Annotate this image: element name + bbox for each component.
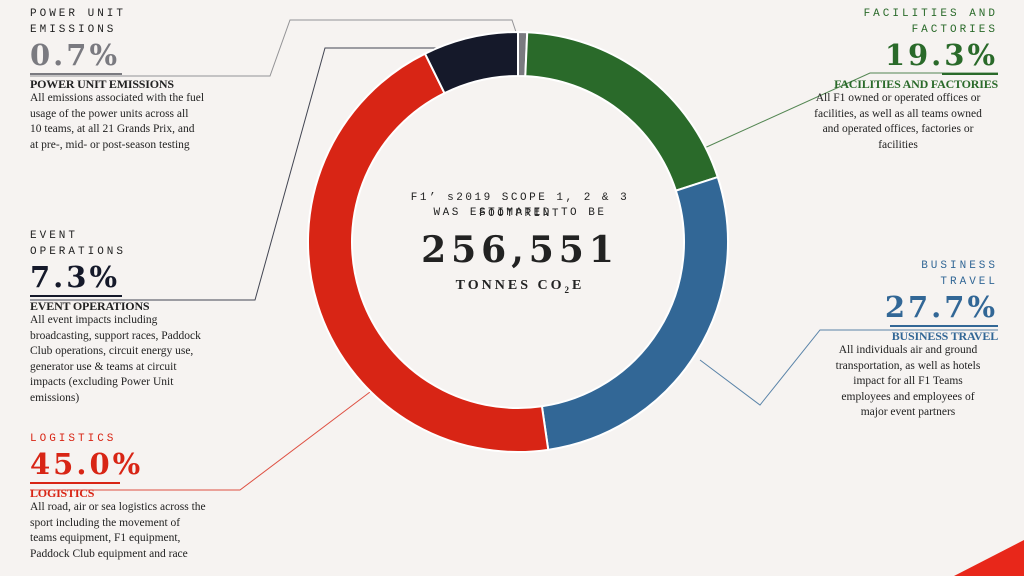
facilities-desc: All F1 owned or operated offices or faci… — [814, 92, 982, 151]
power-unit-title-line2: EMISSIONS — [30, 24, 117, 36]
facilities-title-line1: FACILITIES AND — [863, 8, 998, 20]
center-caption-line1: F1’ s2019 SCOPE 1, 2 & 3 FOOTPRINT — [410, 192, 630, 220]
power-unit-desc: All emissions associated with the fuel u… — [30, 92, 205, 151]
business-title-line1: BUSINESS — [921, 260, 998, 272]
logistics-heading: LOGISTICS — [30, 486, 95, 500]
facilities-underline — [942, 73, 998, 75]
center-caption-line2: WAS ESTIMATED TO BE — [433, 207, 607, 219]
logistics-title: LOGISTICS — [30, 433, 117, 445]
power-unit-label: POWER UNIT EMISSIONS 0.7% POWER UNIT EMI… — [30, 6, 290, 153]
event-title-line1: EVENT — [30, 230, 79, 242]
leader-line-business — [699, 329, 998, 406]
event-pct: 7.3% — [30, 260, 121, 294]
total-emissions-unit: TONNES CO2E — [455, 278, 585, 295]
power-unit-title-line1: POWER UNIT — [30, 8, 127, 20]
slice-event — [423, 30, 519, 95]
event-desc: All event impacts including broadcasting… — [30, 314, 201, 404]
slice-logistics — [307, 52, 550, 453]
business-pct: 27.7% — [884, 290, 998, 324]
business-desc: All individuals air and ground transport… — [835, 344, 981, 418]
event-title-line2: OPERATIONS — [30, 246, 127, 258]
event-operations-label: EVENT OPERATIONS 7.3% EVENT OPERATIONS A… — [30, 228, 290, 406]
facilities-title-line2: FACTORIES — [911, 24, 998, 36]
business-title-line2: TRAVEL — [940, 276, 998, 288]
slice-facilities — [524, 31, 719, 192]
logistics-label: LOGISTICS 45.0% LOGISTICS All road, air … — [30, 431, 290, 562]
total-emissions-value: 256,551 — [421, 229, 619, 271]
corner-accent — [954, 540, 1024, 576]
logistics-pct: 45.0% — [30, 447, 144, 481]
power-unit-heading: POWER UNIT EMISSIONS — [30, 77, 174, 91]
logistics-desc: All road, air or sea logistics across th… — [30, 501, 206, 560]
leader-line-event — [30, 47, 460, 301]
facilities-heading: FACILITIES AND FACTORIES — [834, 77, 998, 91]
event-heading: EVENT OPERATIONS — [30, 299, 150, 313]
business-heading: BUSINESS TRAVEL — [891, 329, 998, 343]
power-unit-pct: 0.7% — [30, 38, 121, 72]
logistics-underline — [30, 482, 120, 484]
leader-line-logistics — [30, 391, 371, 491]
donut-slices — [307, 30, 729, 453]
power-unit-underline — [30, 73, 122, 75]
event-underline — [30, 295, 122, 297]
facilities-label: FACILITIES AND FACTORIES 19.3% FACILITIE… — [758, 6, 998, 153]
business-underline — [890, 325, 998, 327]
facilities-pct: 19.3% — [884, 38, 998, 72]
business-travel-label: BUSINESS TRAVEL 27.7% BUSINESS TRAVEL Al… — [758, 258, 999, 421]
leader-lines — [30, 19, 998, 491]
leader-line-power_unit — [30, 19, 517, 77]
